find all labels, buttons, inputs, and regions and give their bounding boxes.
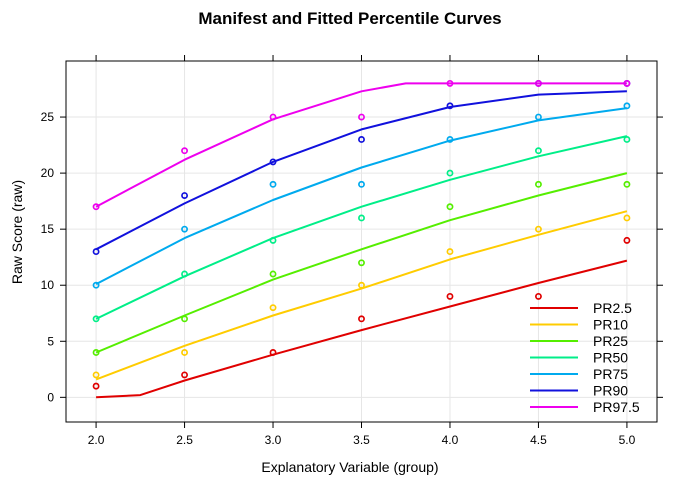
manifest-point-pr10 xyxy=(623,214,631,222)
x-tick-label: 3.5 xyxy=(353,433,370,447)
manifest-point-pr97-5 xyxy=(269,113,277,121)
manifest-point-pr10 xyxy=(534,225,542,233)
manifest-point-pr97-5 xyxy=(358,113,365,121)
legend-label: PR10 xyxy=(593,317,628,333)
manifest-point-pr50 xyxy=(358,214,365,222)
manifest-point-pr10 xyxy=(181,349,189,356)
manifest-point-pr97-5 xyxy=(623,79,631,87)
manifest-point-pr97-5 xyxy=(92,203,100,211)
manifest-point-pr50 xyxy=(623,136,631,143)
manifest-point-pr90 xyxy=(181,192,189,199)
y-tick-label: 10 xyxy=(41,278,55,292)
manifest-point-pr25 xyxy=(623,180,631,188)
manifest-point-pr2-5 xyxy=(92,382,100,390)
x-tick-label: 3.0 xyxy=(265,433,282,447)
x-tick-label: 2.0 xyxy=(88,433,105,447)
legend-label: PR25 xyxy=(593,333,628,349)
manifest-point-pr90 xyxy=(358,136,365,143)
legend-label: PR97.5 xyxy=(593,399,640,415)
manifest-point-pr75 xyxy=(534,113,542,121)
manifest-point-pr50 xyxy=(269,236,277,244)
y-tick-label: 20 xyxy=(41,166,55,180)
manifest-point-pr90 xyxy=(446,102,454,110)
manifest-point-pr25 xyxy=(269,270,277,278)
manifest-point-pr2-5 xyxy=(358,315,365,323)
manifest-point-pr10 xyxy=(358,281,365,289)
manifest-point-pr10 xyxy=(92,371,100,379)
fitted-curve-pr90 xyxy=(95,90,627,251)
axis-ticks: 2.0 2.5 3.0 3.5 4.0 4.5 5.0 0 5 10 15 20 25 xyxy=(41,55,663,447)
x-tick-label: 5.0 xyxy=(619,433,636,447)
manifest-point-pr25 xyxy=(446,203,454,211)
manifest-point-pr75 xyxy=(92,281,100,289)
manifest-point-pr2-5 xyxy=(534,292,542,300)
manifest-point-pr75 xyxy=(358,180,365,188)
manifest-point-pr2-5 xyxy=(181,371,189,379)
manifest-point-pr50 xyxy=(92,315,100,323)
legend-label: PR2.5 xyxy=(593,300,632,316)
legend-label: PR90 xyxy=(593,383,628,399)
manifest-point-pr25 xyxy=(534,180,542,188)
y-tick-label: 0 xyxy=(47,390,54,404)
manifest-point-pr2-5 xyxy=(446,292,454,300)
fitted-curve-pr2-5 xyxy=(96,259,628,399)
manifest-point-pr50 xyxy=(181,270,189,278)
manifest-point-pr97-5 xyxy=(446,79,454,87)
manifest-point-pr75 xyxy=(269,180,277,188)
manifest-point-pr25 xyxy=(358,259,365,267)
x-axis-label: Explanatory Variable (group) xyxy=(261,459,438,475)
y-axis-label: Raw Score (raw) xyxy=(9,180,25,284)
manifest-point-pr75 xyxy=(623,102,631,110)
x-tick-label: 2.5 xyxy=(176,433,193,447)
y-tick-label: 15 xyxy=(41,222,55,236)
manifest-point-pr97-5 xyxy=(181,147,189,155)
manifest-point-pr2-5 xyxy=(269,349,277,356)
manifest-point-pr50 xyxy=(534,147,542,155)
manifest-point-pr97-5 xyxy=(534,79,542,87)
legend-label: PR75 xyxy=(593,366,628,382)
manifest-point-pr10 xyxy=(446,248,454,256)
manifest-point-pr75 xyxy=(181,225,189,233)
legend-label: PR50 xyxy=(593,350,628,366)
x-tick-label: 4.0 xyxy=(442,433,459,447)
manifest-point-pr2-5 xyxy=(623,236,631,244)
manifest-point-pr10 xyxy=(269,304,277,312)
manifest-point-pr90 xyxy=(92,248,100,256)
y-tick-label: 5 xyxy=(47,334,54,348)
chart-title: Manifest and Fitted Percentile Curves xyxy=(198,9,501,28)
manifest-point-pr25 xyxy=(92,349,100,356)
manifest-point-pr75 xyxy=(446,136,454,143)
manifest-point-pr25 xyxy=(181,315,189,323)
manifest-point-pr50 xyxy=(446,169,454,177)
manifest-points xyxy=(92,79,631,390)
fitted-curve-pr97-5 xyxy=(95,82,627,208)
x-tick-label: 4.5 xyxy=(530,433,547,447)
y-tick-label: 25 xyxy=(41,110,55,124)
manifest-point-pr90 xyxy=(269,158,277,166)
